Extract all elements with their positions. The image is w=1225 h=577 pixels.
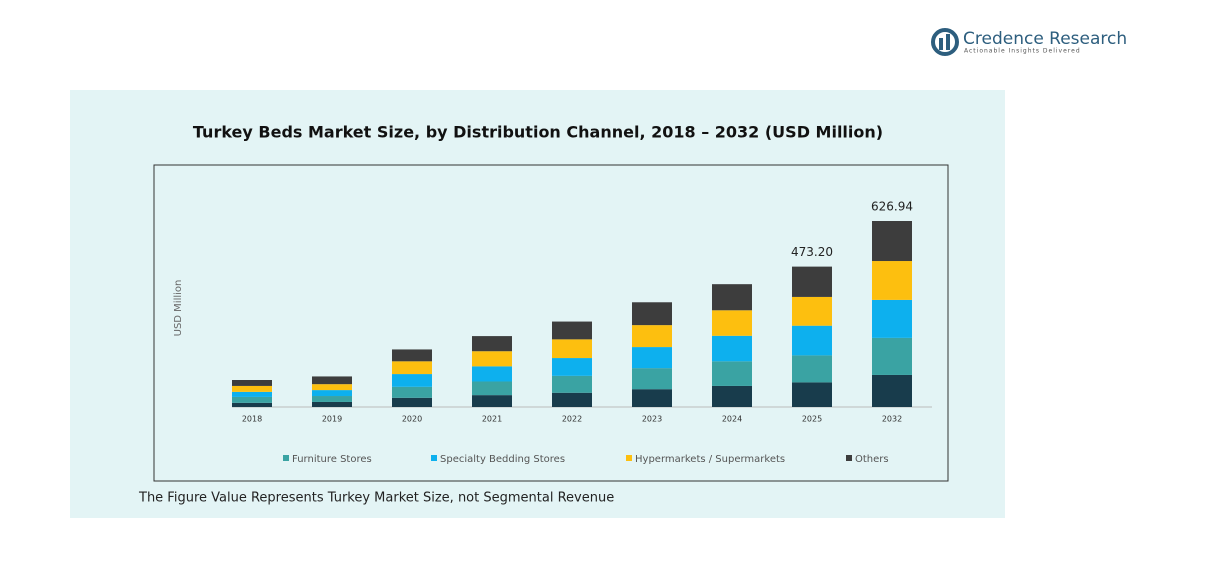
bar-segment <box>632 389 672 407</box>
bar-segment <box>872 221 912 262</box>
x-tick-label: 2019 <box>322 415 342 424</box>
bar-segment <box>232 402 272 407</box>
bar-segment <box>312 396 352 402</box>
bar-segment <box>872 374 912 407</box>
bar-segment <box>392 349 432 362</box>
bar-segment <box>312 376 352 385</box>
total-label: 626.94 <box>871 200 913 214</box>
legend-label: Specialty Bedding Stores <box>440 454 565 465</box>
bar-segment <box>552 339 592 359</box>
plot-frame <box>153 164 949 482</box>
tagline: Actionable Insights Delivered <box>964 48 1081 55</box>
x-tick-label: 2025 <box>802 415 822 424</box>
bar-segment <box>232 396 272 403</box>
bar-segment <box>712 385 752 407</box>
chart-title: Turkey Beds Market Size, by Distribution… <box>193 123 883 142</box>
bar-segment <box>712 310 752 336</box>
logo-icon <box>939 38 943 50</box>
y-axis-label: USD Million <box>173 280 184 337</box>
bar-segment <box>392 361 432 375</box>
bar-segment <box>792 355 832 383</box>
bar-segment <box>472 395 512 407</box>
bar-segment <box>232 391 272 397</box>
legend-label: Others <box>855 454 889 465</box>
bar-segment <box>552 358 592 376</box>
bar-segment <box>392 374 432 387</box>
bar-segment <box>472 351 512 367</box>
bar-segment <box>552 321 592 340</box>
bar-segment <box>712 284 752 311</box>
bar-segment <box>312 384 352 391</box>
bar-segment <box>632 368 672 390</box>
bar-segment <box>792 266 832 297</box>
x-tick-label: 2020 <box>402 415 422 424</box>
legend-swatch <box>846 455 852 461</box>
x-tick-label: 2032 <box>882 415 902 424</box>
bar-segment <box>392 397 432 407</box>
bar-segment <box>552 392 592 407</box>
legend-swatch <box>283 455 289 461</box>
bar-segment <box>392 386 432 398</box>
bar-segment <box>632 302 672 326</box>
logo-icon <box>946 34 950 50</box>
bar-segment <box>872 337 912 375</box>
bar-segment <box>872 261 912 300</box>
legend-swatch <box>626 455 632 461</box>
bar-segment <box>792 296 832 326</box>
logo-icon <box>931 28 959 56</box>
bar-segment <box>472 381 512 396</box>
bar-segment <box>712 361 752 386</box>
bar-segment <box>712 335 752 362</box>
bar-segment <box>632 347 672 369</box>
bar-segment <box>792 382 832 407</box>
bar-segment <box>312 390 352 397</box>
x-tick-label: 2022 <box>562 415 582 424</box>
x-tick-label: 2024 <box>722 415 742 424</box>
bar-segment <box>872 299 912 338</box>
bar-segment <box>232 380 272 386</box>
legend-swatch <box>431 455 437 461</box>
bar-segment <box>632 325 672 348</box>
bar-segment <box>552 375 592 393</box>
logo: Credence Research Actionable Insights De… <box>931 28 1127 56</box>
note: The Figure Value Represents Turkey Marke… <box>138 491 614 506</box>
bar-segment <box>472 336 512 352</box>
legend-label: Hypermarkets / Supermarkets <box>635 454 785 465</box>
bar-segment <box>472 366 512 382</box>
total-label: 473.20 <box>791 245 833 259</box>
x-tick-label: 2021 <box>482 415 502 424</box>
bar-segment <box>792 325 832 356</box>
x-tick-label: 2023 <box>642 415 662 424</box>
legend-label: Furniture Stores <box>292 454 372 465</box>
bar-segment <box>232 385 272 392</box>
brand: Credence Research <box>963 29 1127 49</box>
panel <box>70 90 1005 518</box>
bar-segment <box>312 401 352 407</box>
x-tick-label: 2018 <box>242 415 262 424</box>
